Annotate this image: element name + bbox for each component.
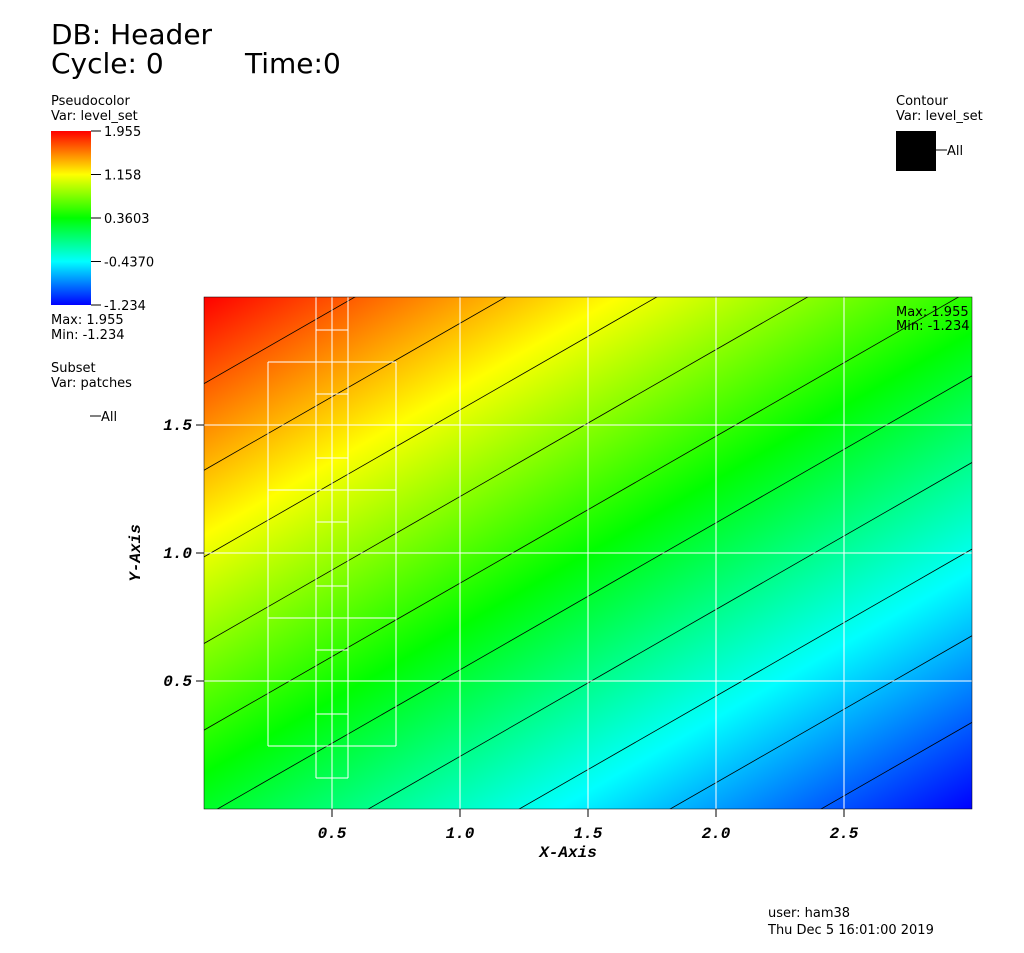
legend-var: Var: level_set [51, 109, 138, 124]
legend-item: All [101, 410, 117, 425]
x-axis-label: X-Axis [538, 844, 597, 862]
y-tick-label: 0.5 [163, 673, 192, 691]
legend-var: Var: patches [51, 376, 132, 391]
db-title: DB: Header [51, 18, 213, 51]
date: Thu Dec 5 16:01:00 2019 [767, 923, 934, 938]
colorbar-tick-label: -1.234 [104, 299, 146, 314]
legend-min: Min: -1.234 [51, 328, 125, 343]
y-tick-label: 1.5 [163, 417, 192, 435]
legend-title: Subset [51, 361, 96, 376]
x-tick-label: 1.5 [574, 825, 603, 843]
colorbar-tick-label: 1.158 [104, 168, 141, 183]
x-tick-label: 0.5 [318, 825, 347, 843]
legend-title: Pseudocolor [51, 94, 130, 109]
x-tick-label: 1.0 [446, 825, 475, 843]
legend-item: All [947, 144, 963, 159]
legend-title: Contour [896, 94, 949, 109]
y-tick-label: 1.0 [163, 545, 192, 563]
colorbar-tick-label: 1.955 [104, 125, 141, 140]
x-tick-label: 2.5 [830, 825, 859, 843]
y-axis-label: Y-Axis [127, 524, 145, 582]
user: user: ham38 [768, 906, 850, 921]
x-tick-label: 2.0 [702, 825, 731, 843]
legend-var: Var: level_set [896, 109, 983, 124]
colorbar-tick-label: -0.4370 [104, 256, 154, 271]
colorbar-tick-label: 0.3603 [104, 212, 150, 227]
time: Time:0 [244, 47, 341, 80]
legend-swatch [896, 131, 936, 171]
legend-max: Max: 1.955 [51, 313, 124, 328]
colorbar [51, 131, 91, 305]
plot-frame [203, 296, 973, 810]
plot-max: Max: 1.955 [896, 305, 969, 320]
cycle: Cycle: 0 [51, 47, 164, 80]
plot-min: Min: -1.234 [896, 319, 970, 334]
